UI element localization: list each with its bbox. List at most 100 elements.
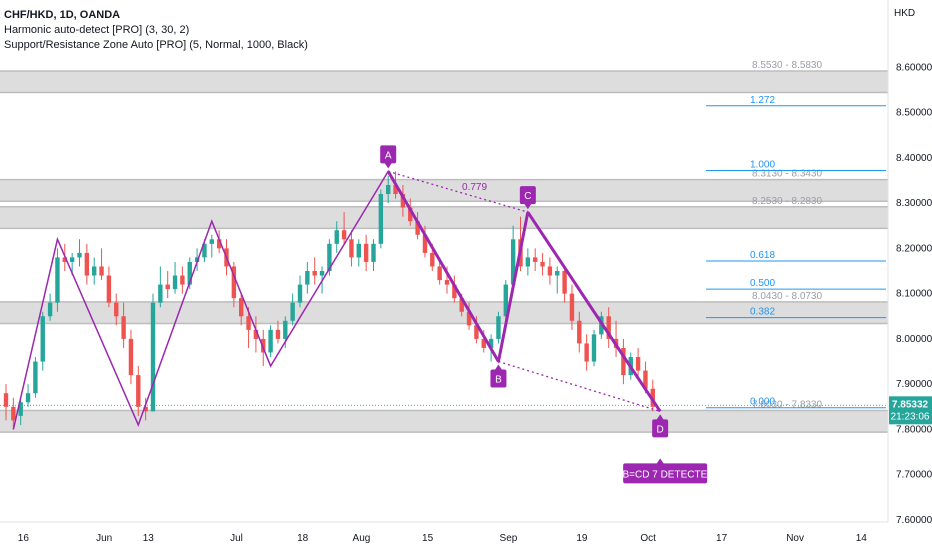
candle-body	[569, 293, 575, 321]
candle-body	[635, 357, 641, 371]
badge-pointer	[384, 162, 393, 169]
candle-body	[577, 320, 582, 344]
candle-body	[84, 252, 90, 276]
candle-body	[55, 257, 60, 303]
fib-level-label: 1.272	[750, 95, 775, 106]
candle-body	[297, 284, 303, 303]
price-tick-label: 8.50000	[896, 108, 932, 119]
time-tick-label: 17	[716, 533, 728, 544]
point-label: B	[495, 375, 502, 386]
candle-body	[481, 338, 486, 348]
indicator-sr-zone[interactable]: Support/Resistance Zone Auto [PRO] (5, N…	[4, 39, 308, 51]
countdown-value: 21:23:06	[891, 411, 930, 422]
price-tick-label: 7.90000	[896, 379, 932, 390]
sr-zone-label: 7.8030 - 7.8330	[752, 400, 822, 411]
candle-body	[40, 316, 45, 362]
sr-zone-band	[0, 206, 888, 229]
candle-body	[606, 316, 611, 339]
time-tick-label: Aug	[353, 533, 371, 544]
candle-body	[77, 252, 82, 258]
candle-body	[106, 275, 112, 303]
candle-body	[246, 316, 251, 330]
point-badge-b: B	[490, 364, 507, 388]
point-badge-c: C	[519, 186, 536, 210]
time-tick-label: Sep	[500, 533, 518, 544]
candle-body	[202, 243, 207, 258]
candle-body	[290, 302, 295, 321]
candle-body	[341, 230, 347, 240]
candle-body	[143, 406, 148, 412]
candle-body	[128, 338, 134, 376]
candle-body	[187, 261, 192, 285]
candle-body	[165, 284, 170, 290]
fib-level-label: 0.382	[750, 307, 775, 318]
ratio-label: 0.779	[462, 182, 487, 193]
time-tick-label: Jun	[96, 533, 112, 544]
indicator-harmonic[interactable]: Harmonic auto-detect [PRO] (3, 30, 2)	[4, 24, 190, 36]
candle-body	[363, 243, 369, 262]
detected-box	[623, 463, 708, 484]
candle-body	[643, 370, 648, 389]
pattern-dotted-ac	[388, 170, 529, 213]
candle-body	[393, 184, 398, 195]
fib-level-label: 0.500	[750, 278, 775, 289]
time-tick-label: 16	[18, 533, 30, 544]
price-axis-bg	[888, 0, 932, 550]
detected-label: AB=CD 7 DETECTED	[616, 469, 715, 480]
candle-body	[415, 221, 420, 235]
candle-body	[312, 271, 317, 276]
candle-body	[261, 338, 266, 353]
candle-body	[92, 266, 97, 276]
candle-body	[209, 239, 214, 244]
time-tick-label: 13	[143, 533, 155, 544]
candle-body	[555, 271, 560, 276]
sr-zone-band	[0, 70, 888, 93]
candle-body	[305, 271, 310, 285]
candle-body	[150, 302, 156, 412]
candle-body	[562, 271, 567, 294]
candle-body	[327, 243, 332, 271]
pattern-layer: 0.779 A B C D AB=CD 7 DETECTED	[12, 145, 715, 484]
candle-body	[3, 393, 9, 407]
candle-body	[239, 298, 244, 317]
candle-body	[216, 239, 222, 249]
time-axis-bg	[0, 522, 888, 550]
candle-body	[158, 284, 163, 303]
badge-pointer	[494, 364, 503, 371]
candle-body	[121, 316, 126, 339]
candle-body	[25, 393, 31, 403]
price-tag	[889, 396, 932, 425]
candle-body	[33, 361, 38, 394]
candle-body	[525, 257, 531, 267]
candle-body	[430, 252, 435, 267]
sr-zone-label: 8.0430 - 8.0730	[752, 291, 822, 302]
candle-body	[371, 243, 376, 262]
price-tick-label: 8.20000	[896, 243, 932, 254]
time-tick-label: 19	[576, 533, 588, 544]
fib-level-label: 0.000	[750, 397, 775, 408]
candle-body	[99, 266, 104, 276]
fib-level-label: 1.000	[750, 159, 775, 170]
point-label: D	[657, 424, 664, 435]
price-tick-label: 7.70000	[896, 470, 932, 481]
candle-body	[114, 302, 119, 317]
time-tick-label: 15	[422, 533, 434, 544]
candle-body	[503, 284, 508, 317]
price-tick-label: 7.60000	[896, 515, 932, 526]
chart-legend: CHF/HKD, 1D, OANDA Harmonic auto-detect …	[4, 8, 308, 53]
candle-body	[268, 329, 273, 353]
symbol-title[interactable]: CHF/HKD, 1D, OANDA	[4, 9, 121, 21]
candle-body	[386, 184, 391, 195]
last-price-value: 7.85332	[892, 399, 929, 410]
candle-body	[591, 334, 597, 362]
candle-body	[349, 239, 354, 258]
time-tick-label: Oct	[640, 533, 656, 544]
time-tick-label: Jul	[230, 533, 243, 544]
candle-body	[62, 257, 67, 262]
fib-layer: 1.272 1.000 0.618 0.500 0.382 0.000	[706, 95, 886, 409]
candle-body	[400, 194, 406, 208]
currency-label: HKD	[894, 8, 915, 19]
pattern-leg-cd	[526, 211, 662, 413]
